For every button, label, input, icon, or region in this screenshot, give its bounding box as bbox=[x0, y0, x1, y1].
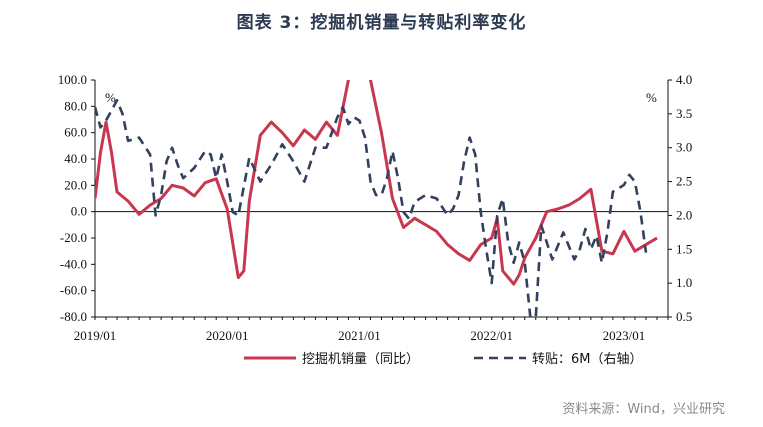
series-line-1 bbox=[95, 80, 658, 286]
x-tick-label: 2022/01 bbox=[470, 328, 513, 343]
right-tick-label: 3.0 bbox=[676, 140, 692, 155]
legend: 挖掘机销量（同比） 转贴：6M（右轴） bbox=[244, 352, 643, 367]
right-tick-label: 4.0 bbox=[676, 72, 692, 87]
x-tick-label: 2021/01 bbox=[338, 328, 381, 343]
left-tick-label: -80.0 bbox=[60, 309, 87, 324]
axes-group: -80.0 -60.0 -40.0 -20.0 0.0 20.0 40.0 60.0 80.0 1… bbox=[58, 72, 693, 343]
source-note: 资料来源：Wind，兴业研究 bbox=[562, 402, 725, 417]
series-group bbox=[95, 80, 658, 317]
legend-label-1: 挖掘机销量（同比） bbox=[302, 352, 419, 367]
left-tick-label: 0.0 bbox=[71, 204, 87, 219]
left-tick-label: 40.0 bbox=[64, 151, 87, 166]
left-tick-label: 80.0 bbox=[64, 98, 87, 113]
x-tick-label: 2023/01 bbox=[603, 328, 646, 343]
right-tick-label: 1.5 bbox=[676, 241, 692, 256]
right-unit-label: % bbox=[646, 90, 657, 105]
left-tick-label: -40.0 bbox=[60, 256, 87, 271]
left-tick-label: -60.0 bbox=[60, 283, 87, 298]
left-tick-label: 20.0 bbox=[64, 177, 87, 192]
x-tick-label: 2019/01 bbox=[74, 328, 117, 343]
right-tick-label: 3.5 bbox=[676, 106, 692, 121]
left-unit-label: % bbox=[105, 90, 116, 105]
chart-title: 图表 3：挖掘机销量与转贴利率变化 bbox=[236, 13, 527, 33]
legend-label-2: 转贴：6M（右轴） bbox=[532, 352, 643, 367]
right-tick-label: 2.0 bbox=[676, 207, 692, 222]
right-tick-label: 0.5 bbox=[676, 309, 692, 324]
left-tick-label: -20.0 bbox=[60, 230, 87, 245]
right-tick-label: 2.5 bbox=[676, 174, 692, 189]
series-line-2 bbox=[95, 99, 648, 317]
left-tick-label: 60.0 bbox=[64, 125, 87, 140]
x-tick-label: 2020/01 bbox=[206, 328, 249, 343]
left-tick-label: 100.0 bbox=[58, 72, 87, 87]
right-tick-label: 1.0 bbox=[676, 275, 692, 290]
